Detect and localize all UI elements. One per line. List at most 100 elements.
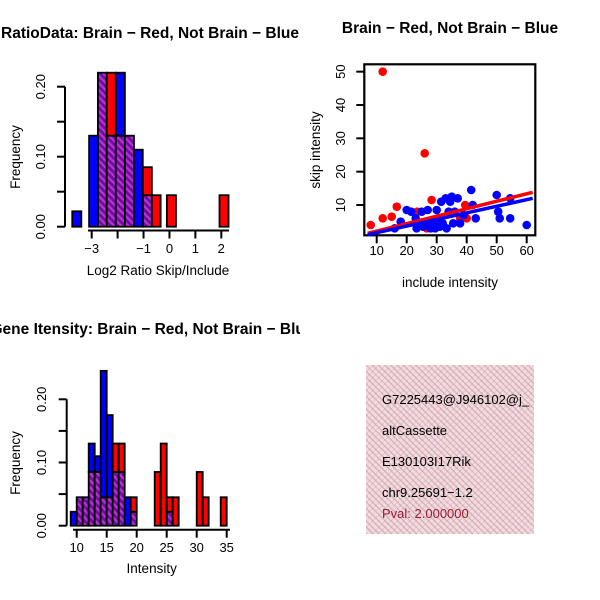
hist-bar-red (159, 442, 168, 527)
x-tick-label: 25 (159, 540, 173, 555)
hist-bar-blue (69, 510, 78, 527)
x-tick-label: 1 (192, 241, 199, 256)
hist-bar-blue (133, 148, 144, 228)
hist-bar-overlap (93, 471, 102, 527)
hist-bar-red (111, 442, 120, 473)
plot-box (363, 63, 537, 237)
y-tick-label: 0.00 (33, 214, 48, 239)
hist-bar-blue (114, 71, 126, 137)
hist-bar-blue (71, 210, 83, 228)
scatter-point-blue (432, 205, 441, 215)
hist-bar-red (141, 166, 153, 197)
chart-title: Gene Itensity: Brain − Red, Not Brain − … (0, 321, 300, 338)
hist-bar-overlap (99, 496, 108, 527)
hist-bar-red (150, 194, 162, 228)
x-tick-label: 30 (429, 243, 443, 258)
scatter-point-red (378, 67, 387, 76)
gene-id-label: G7225443@J946102@j_ (382, 392, 530, 407)
fit-line-red (367, 190, 534, 236)
x-axis-label: Log2 Ratio Skip/Include (87, 263, 230, 278)
y-tick-label: 0.10 (33, 144, 48, 169)
y-tick-label: 30 (333, 131, 348, 145)
scatter-point-blue (442, 224, 451, 233)
y-axis-label: skip intensity (308, 111, 323, 189)
y-axis-label: Frequency (8, 125, 23, 189)
hist-bar-red (117, 442, 126, 473)
chart-title: Brain − Red, Not Brain − Blue (342, 20, 559, 37)
x-tick-label: 20 (399, 243, 413, 258)
panel-scatter-intensity: Brain − Red, Not Brain − Blue 10 20 30 40 50 6… (308, 20, 559, 290)
chart-title: RatioData: Brain − Red, Not Brain − Blue (1, 25, 299, 42)
panel-histogram-gene-intensity: Gene Itensity: Brain − Red, Not Brain − … (0, 321, 300, 576)
x-tick-label: 2 (218, 241, 225, 256)
scatter-point-red (420, 149, 429, 158)
hist-bar-red (129, 496, 138, 513)
scatter-point-blue (471, 214, 480, 223)
scatter-point-blue (453, 194, 462, 203)
scatter-point-blue (412, 224, 421, 233)
panel-gene-info: G7225443@J946102@j_ altCassette E130103I… (300, 300, 600, 600)
hist-bar-red (219, 496, 228, 527)
hist-bar-overlap (123, 134, 135, 228)
scatter-point-blue (493, 207, 503, 216)
y-axis-label: Frequency (8, 431, 23, 495)
hist-bar-blue (105, 414, 114, 499)
scatter-point-red (366, 220, 375, 230)
x-tick-label: 20 (129, 540, 143, 555)
scatter-point-blue (492, 190, 501, 200)
scatter-point-red (378, 214, 387, 223)
hist-bar-overlap (114, 134, 126, 228)
x-tick-label: 10 (69, 540, 83, 555)
scatter-point-blue (495, 214, 504, 223)
x-tick-label: 30 (189, 540, 203, 555)
hist-bar-red (165, 194, 177, 228)
hist-bar-overlap (117, 471, 126, 527)
y-tick-label: 0.00 (34, 513, 49, 538)
gene-info-box: G7225443@J946102@j_ altCassette E130103I… (366, 365, 534, 534)
hist-bar-overlap (97, 71, 108, 228)
hist-bar-overlap (105, 134, 117, 228)
scatter-point-blue (455, 219, 465, 228)
x-tick-label: 60 (519, 243, 533, 258)
scatter-point-blue (466, 185, 476, 195)
scatter-point-red (427, 195, 436, 205)
y-tick-label: 40 (333, 98, 348, 112)
scatter-point-blue (505, 214, 515, 223)
hist-bar-red (105, 71, 117, 137)
scatter-point-red (392, 202, 402, 211)
x-tick-label: −1 (136, 241, 151, 256)
gene-symbol: E130103I17Rik (382, 454, 471, 469)
x-tick-label: 35 (219, 540, 233, 555)
hist-bar-overlap (105, 496, 114, 527)
scatter-point-blue (406, 207, 416, 216)
y-tick-label: 50 (333, 64, 348, 78)
hist-bar-blue (87, 442, 96, 473)
hist-bar-blue (93, 455, 102, 473)
scatter-point-blue (522, 220, 531, 230)
hist-bar-overlap (75, 496, 84, 527)
y-tick-label: 0.10 (34, 450, 49, 475)
hist-bar-red (218, 194, 230, 228)
x-tick-label: 0 (166, 241, 173, 256)
scatter-point-blue (448, 219, 458, 228)
x-tick-label: 10 (369, 243, 383, 258)
x-tick-label: 50 (489, 243, 503, 258)
y-tick-label: 10 (333, 198, 348, 212)
x-axis-label: Intensity (127, 561, 178, 576)
genomic-locus: chr9.25691−1.2 (382, 485, 473, 500)
x-tick-label: 40 (459, 243, 473, 258)
y-tick-label: 0.20 (33, 74, 48, 99)
x-axis-label: include intensity (402, 275, 498, 290)
pval-label: Pval: 2.000000 (382, 506, 469, 521)
fit-line-blue (367, 196, 534, 237)
hist-bar-overlap (87, 471, 96, 527)
hist-bar-overlap (141, 194, 153, 228)
splice-event-type: altCassette (382, 423, 448, 438)
hist-bar-red (201, 496, 210, 527)
hist-bar-blue (99, 369, 108, 499)
panel-histogram-log2-ratio: RatioData: Brain − Red, Not Brain − Blue… (1, 25, 299, 278)
x-tick-label: 15 (99, 540, 113, 555)
hist-bar-blue (88, 134, 99, 228)
scatter-point-red (387, 212, 396, 221)
